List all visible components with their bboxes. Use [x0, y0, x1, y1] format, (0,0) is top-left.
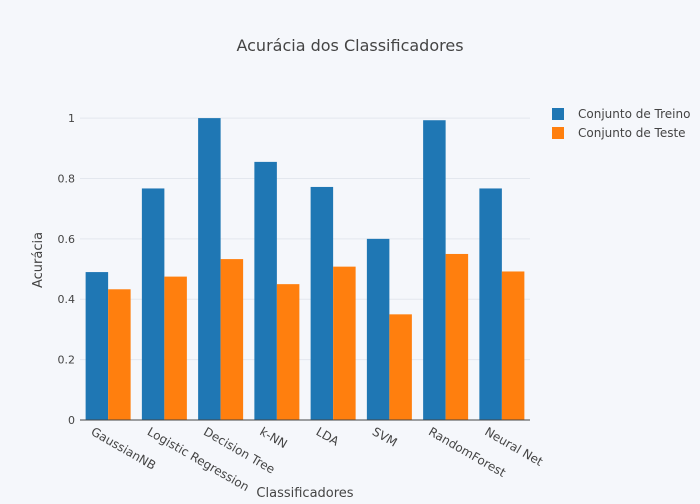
- bar-treino[interactable]: [198, 118, 221, 420]
- legend-label: Conjunto de Treino: [578, 107, 690, 121]
- legend-swatch: [552, 127, 564, 139]
- y-tick-label: 0.4: [58, 293, 76, 306]
- bar-teste[interactable]: [333, 266, 356, 420]
- x-tick-label: Logistic Regression: [145, 424, 252, 494]
- bar-teste[interactable]: [389, 314, 412, 420]
- bar-treino[interactable]: [310, 186, 334, 420]
- legend-item[interactable]: Conjunto de Treino: [552, 107, 690, 121]
- bar-treino[interactable]: [141, 188, 165, 420]
- y-axis-title: Acurácia: [31, 232, 46, 288]
- bar-treino[interactable]: [479, 188, 502, 420]
- y-tick-label: 0.8: [58, 172, 76, 185]
- bar-treino[interactable]: [366, 238, 390, 420]
- y-tick-labels: 0 0.2 0.4 0.6 0.8 1: [58, 112, 76, 427]
- y-tick-label: 0: [68, 414, 75, 427]
- bar-teste[interactable]: [501, 271, 525, 420]
- bar-treino[interactable]: [85, 272, 109, 420]
- bar-teste[interactable]: [220, 259, 244, 420]
- x-tick-label: LDA: [314, 424, 342, 448]
- bars: [85, 118, 525, 421]
- x-tick-label: SVM: [370, 424, 400, 449]
- legend-item[interactable]: Conjunto de Teste: [552, 126, 686, 140]
- legend[interactable]: Conjunto de Treino Conjunto de Teste: [552, 107, 690, 140]
- y-tick-label: 0.2: [58, 354, 76, 367]
- y-tick-label: 0.6: [58, 233, 76, 246]
- bar-teste[interactable]: [445, 253, 469, 420]
- x-axis-title: Classificadores: [256, 486, 353, 500]
- legend-label: Conjunto de Teste: [578, 126, 686, 140]
- bar-treino[interactable]: [254, 161, 277, 421]
- bar-treino[interactable]: [423, 120, 446, 421]
- x-tick-label: k-NN: [257, 424, 289, 451]
- chart-title: Acurácia dos Classificadores: [236, 36, 463, 55]
- bar-teste[interactable]: [108, 289, 131, 420]
- bar-teste[interactable]: [164, 276, 187, 420]
- bar-teste[interactable]: [276, 284, 300, 420]
- y-tick-label: 1: [68, 112, 75, 125]
- legend-swatch: [552, 108, 564, 120]
